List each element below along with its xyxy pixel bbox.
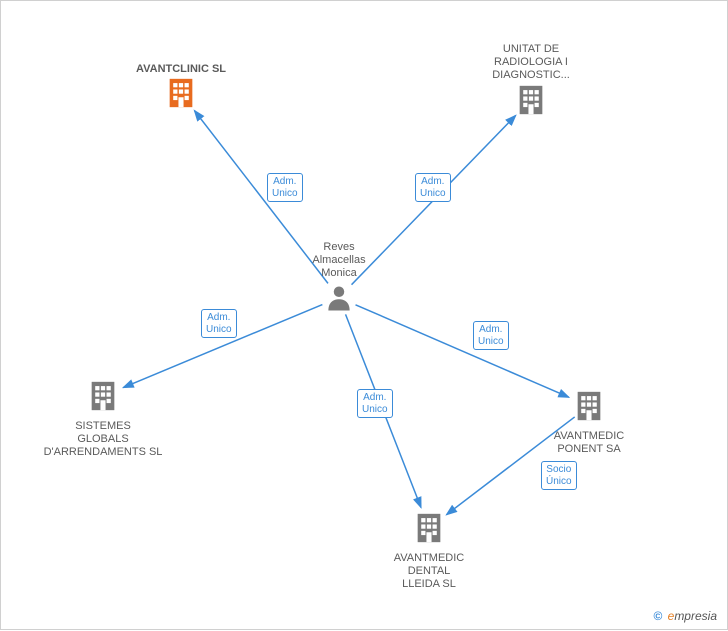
brand-name: empresia (668, 609, 717, 623)
building-icon (514, 83, 548, 117)
edge-label: Adm.Unico (473, 321, 509, 350)
person-icon (324, 283, 354, 313)
building-icon (572, 389, 606, 423)
building-icon (164, 76, 198, 110)
node-dental: AVANTMEDICDENTALLLEIDA SL (359, 511, 499, 592)
edge-label: SocioÚnico (541, 461, 577, 490)
node-sistemes: SISTEMESGLOBALSD'ARRENDAMENTS SL (33, 379, 173, 460)
node-radiologia: UNITAT DERADIOLOGIA IDIAGNOSTIC... (461, 43, 601, 124)
node-label: AVANTCLINIC SL (111, 63, 251, 76)
node-label: UNITAT DERADIOLOGIA IDIAGNOSTIC... (461, 43, 601, 83)
edge-label: Adm.Unico (415, 173, 451, 202)
node-center: RevesAlmacellasMonica (269, 241, 409, 316)
edge-line (356, 305, 569, 397)
watermark: © empresia (653, 609, 717, 623)
building-icon (86, 379, 120, 413)
edge-label: Adm.Unico (267, 173, 303, 202)
node-label: SISTEMESGLOBALSD'ARRENDAMENTS SL (33, 420, 173, 460)
edge-label: Adm.Unico (357, 389, 393, 418)
copyright-symbol: © (653, 609, 662, 623)
building-icon (412, 511, 446, 545)
node-label: AVANTMEDICDENTALLLEIDA SL (359, 552, 499, 592)
diagram-canvas: RevesAlmacellasMonica AVANTCLINIC SL UNITA… (0, 0, 728, 630)
node-label: AVANTMEDICPONENT SA (519, 430, 659, 456)
node-ponent: AVANTMEDICPONENT SA (519, 389, 659, 456)
edge-label: Adm.Unico (201, 309, 237, 338)
node-avantclinic: AVANTCLINIC SL (111, 63, 251, 117)
node-label: RevesAlmacellasMonica (269, 241, 409, 281)
